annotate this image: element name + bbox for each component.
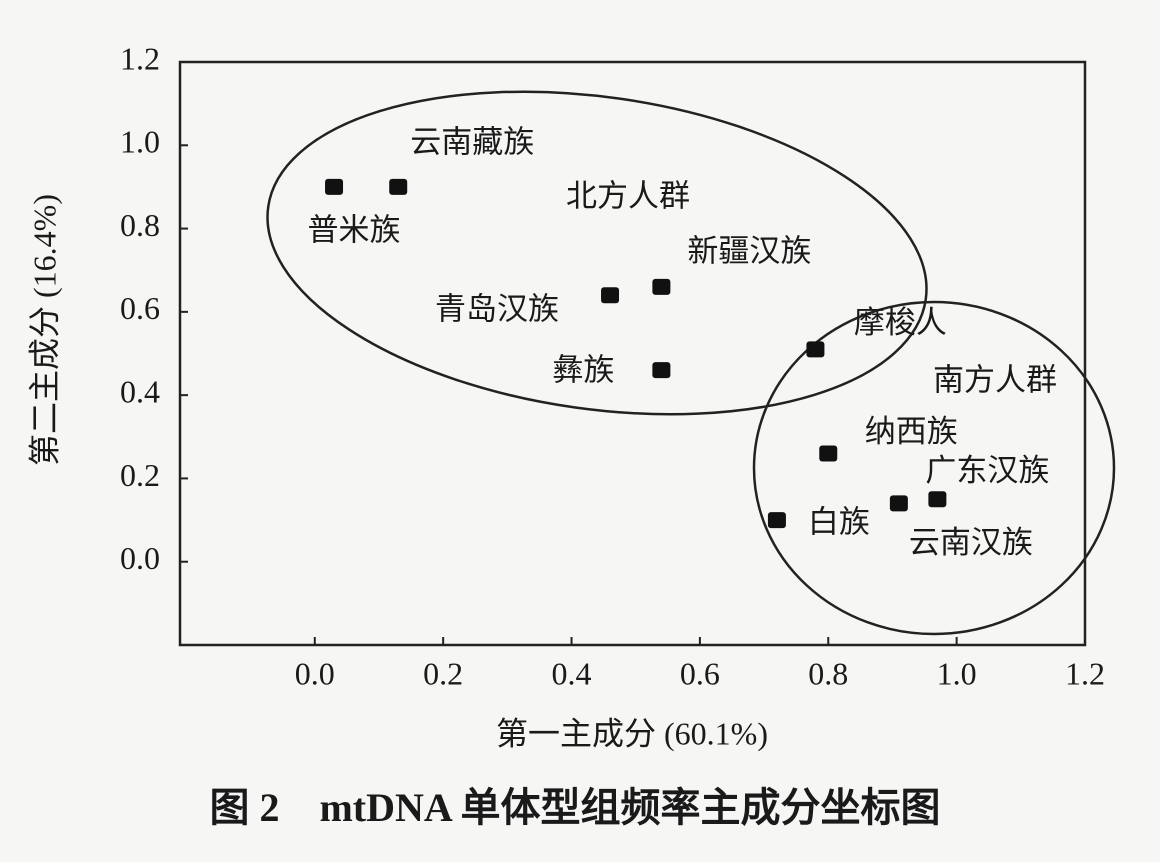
y-tick-label: 0.8 (120, 207, 160, 243)
x-tick-label: 1.0 (937, 655, 977, 691)
south-group-ellipse (752, 300, 1116, 636)
point (652, 278, 671, 295)
plot-frame (178, 60, 1087, 647)
x-tick-label: 0.6 (680, 655, 720, 691)
x-tick-label: 0.4 (552, 655, 592, 691)
point-label: 彝族 (552, 353, 614, 389)
y-tick-label: 0.0 (120, 540, 160, 576)
point-label: 广东汉族 (925, 453, 1049, 489)
point-label: 普米族 (308, 212, 401, 248)
point (652, 362, 671, 379)
x-tick-label: 0.8 (808, 655, 848, 691)
point-label: 新疆汉族 (687, 233, 811, 269)
y-tick-label: 0.2 (120, 457, 160, 493)
group-label: 北方人群 (566, 179, 690, 215)
point-label: 云南汉族 (909, 525, 1033, 561)
point-label: 云南藏族 (410, 124, 534, 160)
point (325, 178, 344, 195)
x-tick-label: 1.2 (1065, 655, 1105, 691)
point-label: 白族 (808, 505, 870, 541)
point (889, 495, 908, 512)
y-tick-label: 1.0 (120, 124, 160, 160)
point (819, 445, 838, 462)
x-tick-label: 0.2 (423, 655, 463, 691)
point-label: 青岛汉族 (435, 292, 559, 328)
point (767, 512, 786, 529)
point (601, 287, 620, 304)
point (806, 341, 825, 358)
point (389, 178, 408, 195)
x-axis-title: 第一主成分 (60.1%) (496, 715, 768, 751)
caption: 图 2 mtDNA 单体型组频率主成分坐标图 (209, 785, 940, 830)
y-tick-label: 1.2 (120, 40, 160, 76)
y-axis-title: 第二主成分 (16.4%) (26, 194, 62, 466)
y-tick-label: 0.6 (120, 290, 160, 326)
group-label: 南方人群 (933, 363, 1057, 399)
x-tick-label: 0.0 (295, 655, 335, 691)
y-tick-label: 0.4 (120, 373, 160, 409)
point (928, 491, 947, 508)
point-label: 纳西族 (865, 414, 958, 450)
north-group-ellipse (266, 90, 928, 416)
point-label: 摩梭人 (854, 305, 947, 341)
